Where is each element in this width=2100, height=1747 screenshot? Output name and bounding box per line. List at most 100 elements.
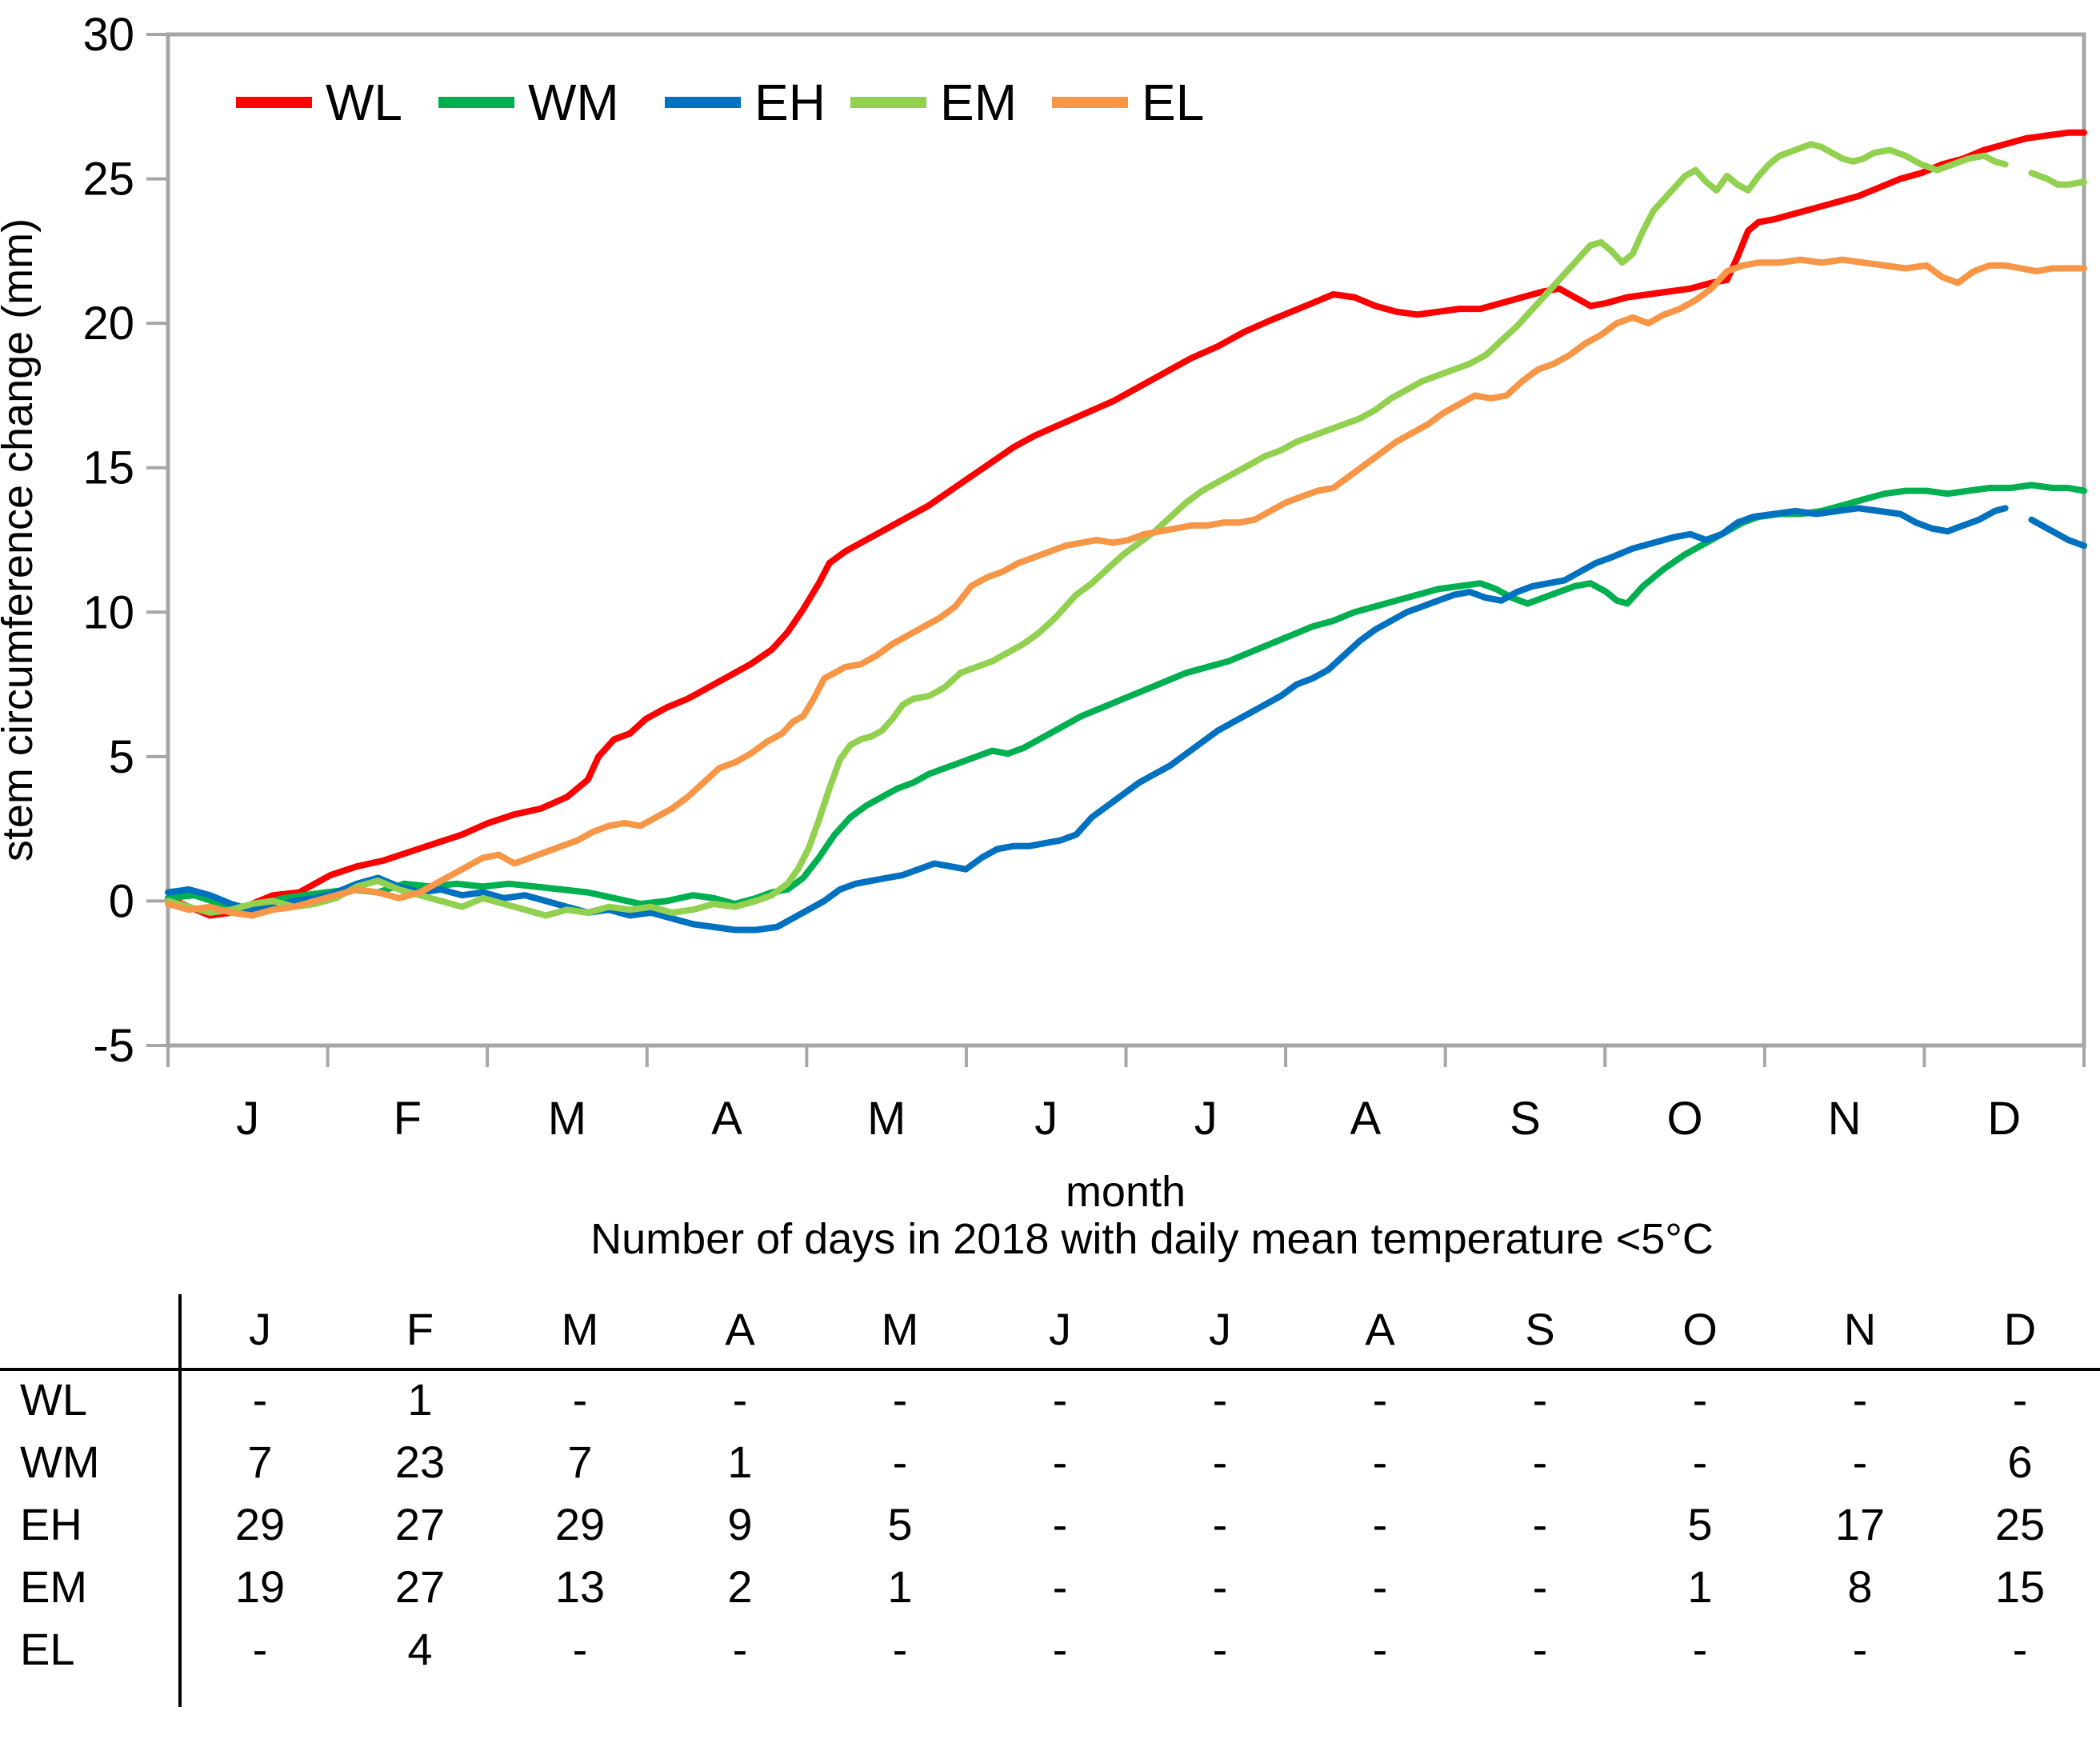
table-divider-rule <box>178 1294 182 1707</box>
table-col-header: M <box>881 1303 919 1354</box>
table-cell: - <box>1212 1498 1228 1549</box>
legend-label-wl: WL <box>326 74 402 131</box>
y-tick-label: 20 <box>82 298 134 350</box>
table-cell: - <box>1372 1623 1388 1674</box>
legend-item-wl: WL <box>236 74 402 131</box>
x-month-label: A <box>1350 1093 1382 1145</box>
table-cell: - <box>1372 1436 1388 1487</box>
x-month-label: M <box>867 1093 906 1145</box>
table-cell: - <box>892 1373 908 1425</box>
table-cell: - <box>2012 1623 2028 1674</box>
chart-svg: 30 25 20 15 10 5 0 -5 J F M A M J J A S O N D stem circumf… <box>0 9 2087 1216</box>
table-cell: 13 <box>554 1561 606 1612</box>
table-col-header: N <box>1843 1303 1877 1354</box>
table-cell: 7 <box>567 1436 593 1487</box>
table-cell: - <box>1212 1561 1228 1612</box>
table-col-header: F <box>406 1303 434 1354</box>
table-col-header: A <box>725 1303 755 1354</box>
table-cell: - <box>1852 1623 1868 1674</box>
x-axis-title: month <box>1066 1168 1186 1216</box>
table-cell: 19 <box>234 1561 286 1612</box>
table-cell: 1 <box>887 1561 913 1612</box>
table-cell: 9 <box>727 1498 753 1549</box>
table-row: WL - 1 - - - - - - - - - - <box>0 1368 2100 1430</box>
table-row: EL - 4 - - - - - - - - - - <box>0 1617 2100 1680</box>
legend-item-wm: WM <box>438 74 619 131</box>
table-col-header: S <box>1525 1303 1555 1354</box>
x-month-label: J <box>1194 1093 1218 1145</box>
table-cell: 25 <box>1994 1498 2046 1549</box>
series-line-EM <box>165 141 2009 919</box>
table-cell: - <box>252 1623 268 1674</box>
table-row-label: WM <box>20 1436 100 1487</box>
table-cell: - <box>1692 1436 1708 1487</box>
table-cell: 17 <box>1834 1498 1886 1549</box>
legend-item-el: EL <box>1052 74 1204 131</box>
table-cell: - <box>1372 1498 1388 1549</box>
series-line-EL <box>165 256 2087 919</box>
table-row-label: EM <box>20 1561 87 1612</box>
table-cell: - <box>1052 1623 1068 1674</box>
table-cell: 7 <box>247 1436 273 1487</box>
table-cell: - <box>1212 1623 1228 1674</box>
table-cell: 4 <box>407 1623 433 1674</box>
legend-label-eh: EH <box>754 74 826 131</box>
table-col-header: O <box>1682 1303 1718 1354</box>
table-cell: 6 <box>2007 1436 2033 1487</box>
series-lines <box>165 129 2087 933</box>
table-cell: 5 <box>1687 1498 1713 1549</box>
x-month-label: O <box>1666 1093 1702 1145</box>
x-month-label: S <box>1510 1093 1541 1145</box>
x-month-label: F <box>394 1093 422 1145</box>
y-tick-label: 25 <box>82 154 134 206</box>
table-cell: 23 <box>394 1436 446 1487</box>
table-col-header: D <box>2003 1303 2037 1354</box>
y-tick-label: 30 <box>82 9 134 61</box>
table-cell: 1 <box>407 1373 433 1425</box>
table-row-label: EH <box>20 1498 82 1549</box>
table-cell: - <box>1532 1498 1548 1549</box>
table-cell: - <box>1532 1623 1548 1674</box>
x-month-label: A <box>711 1093 742 1145</box>
table-row-label: EL <box>20 1623 75 1674</box>
table-row: EM 19 27 13 2 1 - - - - 1 8 15 <box>0 1555 2100 1617</box>
legend-item-eh: EH <box>665 74 826 131</box>
table-cell: 5 <box>887 1498 913 1549</box>
table-cell: - <box>572 1373 588 1425</box>
table-cell: 15 <box>1994 1561 2046 1612</box>
table-row-label: WL <box>20 1373 87 1425</box>
y-axis-title: stem circumference change (mm) <box>0 218 42 862</box>
table-row: EH 29 27 29 9 5 - - - - 5 17 25 <box>0 1493 2100 1555</box>
table-cell: - <box>572 1623 588 1674</box>
table-cell: 29 <box>234 1498 286 1549</box>
table-cell: - <box>1692 1373 1708 1425</box>
table-cell: - <box>1692 1623 1708 1674</box>
table-title: Number of days in 2018 with daily mean t… <box>0 1214 2100 1264</box>
table-cell: 27 <box>394 1498 446 1549</box>
table-col-header: J <box>1209 1303 1231 1354</box>
table-cell: - <box>1372 1561 1388 1612</box>
legend: WL WM EH EM EL <box>236 74 1204 131</box>
table-cell: - <box>1052 1373 1068 1425</box>
temperature-days-table: J F M A M J J A S O N D WL - 1 - - - - - - - - - - WM 7 23 7 1 - - - - - - -… <box>0 1289 2100 1680</box>
table-cell: - <box>252 1373 268 1425</box>
table-cell: - <box>1212 1436 1228 1487</box>
table-cell: - <box>1852 1436 1868 1487</box>
table-cell: - <box>1532 1561 1548 1612</box>
table-cell: - <box>1532 1373 1548 1425</box>
table-cell: 1 <box>1687 1561 1713 1612</box>
y-tick-label: 15 <box>82 442 134 494</box>
x-month-label: J <box>236 1093 259 1145</box>
y-tick-label: 5 <box>109 731 134 783</box>
table-row: WM 7 23 7 1 - - - - - - - 6 <box>0 1430 2100 1493</box>
table-cell: - <box>1372 1373 1388 1425</box>
table-cell: - <box>1052 1561 1068 1612</box>
table-cell: - <box>732 1623 748 1674</box>
x-month-label: M <box>548 1093 586 1145</box>
table-cell: - <box>892 1436 908 1487</box>
y-tick-label: 0 <box>109 875 134 927</box>
table-cell: 8 <box>1847 1561 1873 1612</box>
y-tick-label: -5 <box>93 1020 134 1072</box>
